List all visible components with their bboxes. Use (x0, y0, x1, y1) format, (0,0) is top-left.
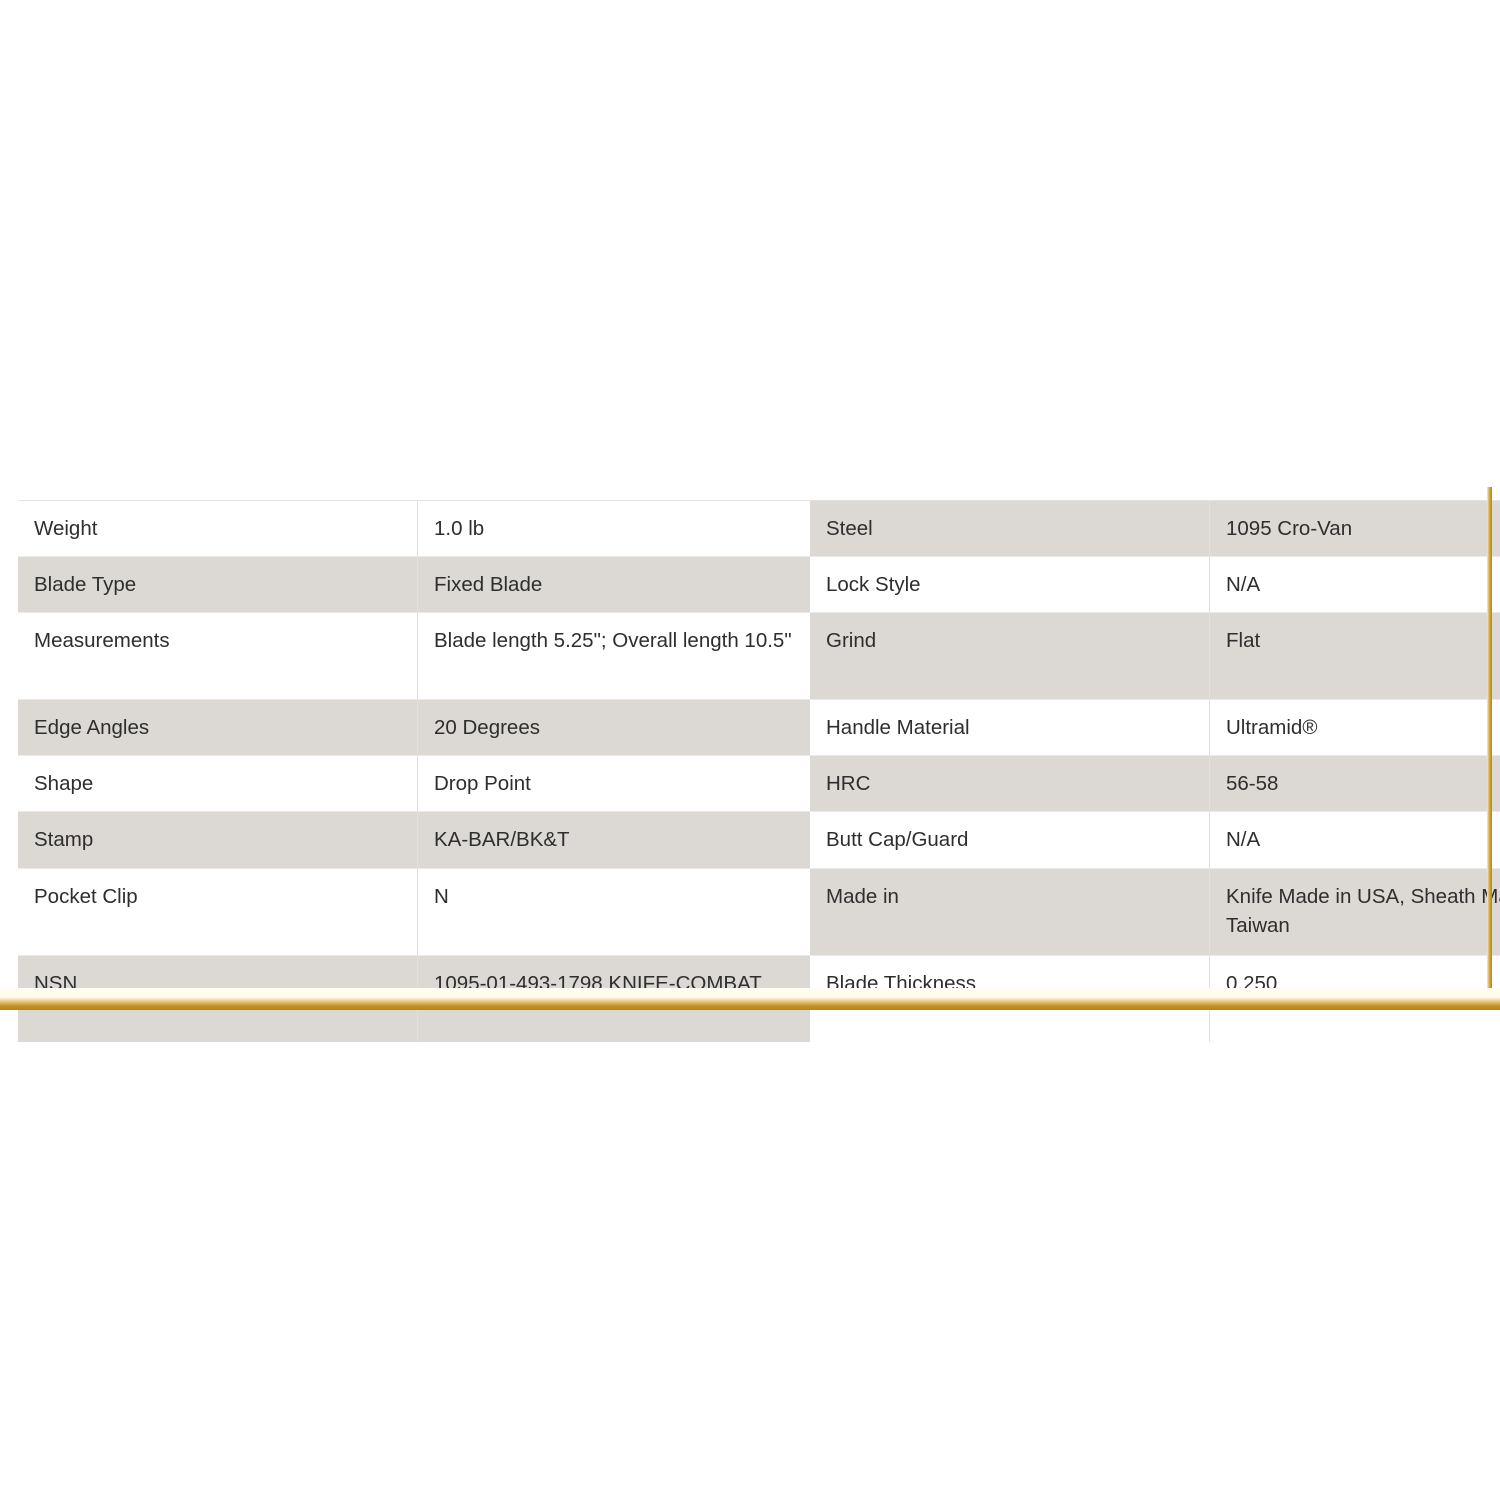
table-row: Measurements Blade length 5.25"; Overall… (18, 612, 810, 700)
spec-label: Shape (18, 755, 418, 812)
spec-label: Measurements (18, 612, 418, 700)
table-row: HRC 56-58 (810, 755, 1500, 812)
table-row: Edge Angles 20 Degrees (18, 699, 810, 756)
specifications-section: Weight 1.0 lb Blade Type Fixed Blade Mea… (18, 499, 1500, 1042)
spec-value: N/A (1209, 556, 1500, 613)
spec-label: Lock Style (810, 556, 1210, 613)
spec-label: Handle Material (810, 699, 1210, 756)
spec-value: 20 Degrees (417, 699, 810, 756)
table-row: Lock Style N/A (810, 556, 1500, 613)
table-row: Grind Flat (810, 612, 1500, 700)
gold-vertical-rule (1487, 487, 1492, 1005)
table-row: NSN 1095-01-493-1798 KNIFE-COMBAT (18, 954, 810, 1042)
table-row: Butt Cap/Guard N/A (810, 811, 1500, 869)
table-row: Weight 1.0 lb (18, 499, 810, 557)
table-row: Pocket Clip N (18, 867, 810, 956)
knife-specifications-right-table: Steel 1095 Cro-Van Lock Style N/A Grind … (810, 499, 1500, 1042)
spec-value: 56-58 (1209, 755, 1500, 812)
table-row: Handle Material Ultramid® (810, 699, 1500, 756)
spec-value: KA-BAR/BK&T (417, 811, 810, 869)
spec-label: Butt Cap/Guard (810, 811, 1210, 869)
gold-horizontal-rule (0, 988, 1500, 1010)
spec-label: Made in (810, 867, 1210, 956)
spec-value: Flat (1209, 612, 1500, 700)
spec-label: Steel (810, 499, 1210, 557)
spec-label: Grind (810, 612, 1210, 700)
spec-label: HRC (810, 755, 1210, 812)
spec-value: Ultramid® (1209, 699, 1500, 756)
spec-label: Edge Angles (18, 699, 418, 756)
table-row: Shape Drop Point (18, 755, 810, 812)
table-row: Steel 1095 Cro-Van (810, 499, 1500, 557)
left-table-body: Weight 1.0 lb Blade Type Fixed Blade Mea… (18, 499, 810, 1042)
spec-value: Blade length 5.25"; Overall length 10.5" (417, 612, 810, 700)
spec-value: 1.0 lb (417, 499, 810, 557)
spec-label: Weight (18, 499, 418, 557)
right-table-body: Steel 1095 Cro-Van Lock Style N/A Grind … (810, 499, 1500, 1042)
spec-label: Stamp (18, 811, 418, 869)
table-row: Stamp KA-BAR/BK&T (18, 811, 810, 869)
spec-label: Pocket Clip (18, 867, 418, 956)
spec-value: 1095 Cro-Van (1209, 499, 1500, 557)
table-row: Blade Type Fixed Blade (18, 556, 810, 613)
table-row: Made in Knife Made in USA, Sheath Made i… (810, 867, 1500, 956)
spec-value: Knife Made in USA, Sheath Made in Taiwan (1209, 867, 1500, 956)
spec-value: Drop Point (417, 755, 810, 812)
spec-value: N/A (1209, 811, 1500, 869)
spec-value: N (417, 867, 810, 956)
spec-label: Blade Type (18, 556, 418, 613)
spec-value: Fixed Blade (417, 556, 810, 613)
knife-specifications-left-table: Weight 1.0 lb Blade Type Fixed Blade Mea… (18, 499, 810, 1042)
